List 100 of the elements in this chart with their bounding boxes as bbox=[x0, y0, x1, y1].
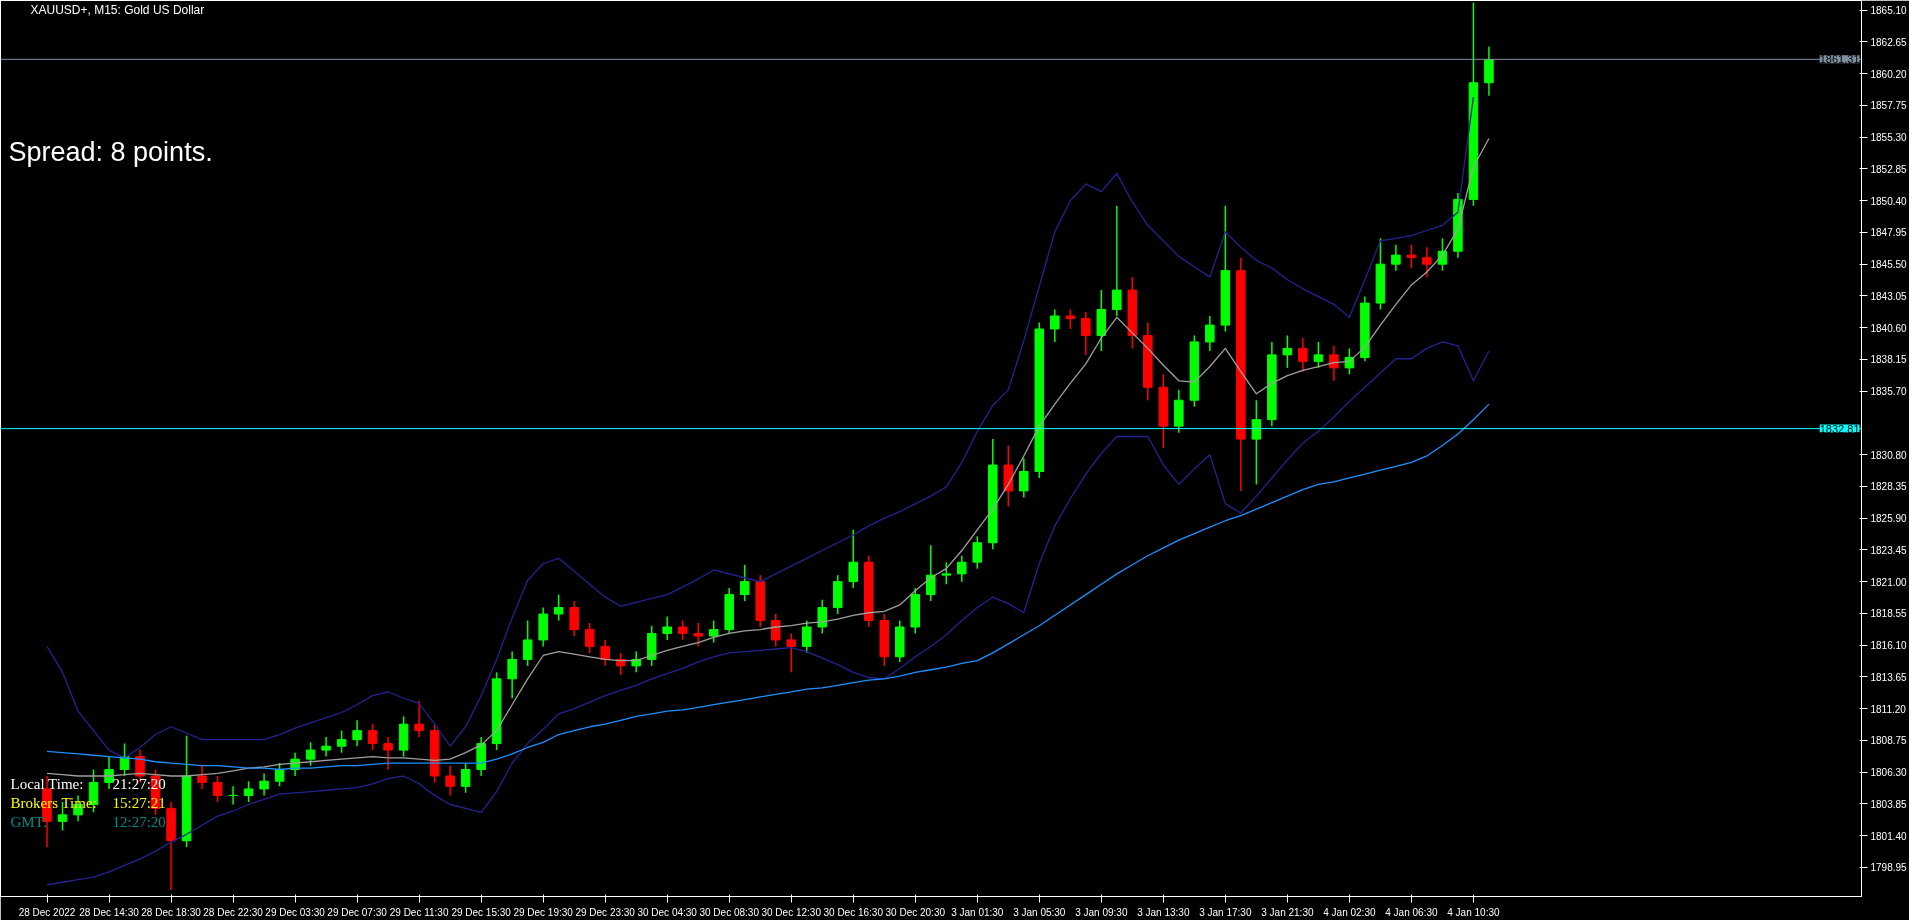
candlestick bbox=[522, 619, 533, 667]
candlestick bbox=[786, 632, 796, 674]
candlestick bbox=[584, 622, 595, 654]
candlestick bbox=[1112, 205, 1122, 317]
ref-line-label: 1832.81 bbox=[1819, 422, 1860, 435]
candlestick bbox=[1391, 244, 1401, 272]
y-tick-label: 1843.05 bbox=[1870, 290, 1908, 302]
x-tick-label: 28 Dec 14:30 bbox=[79, 906, 140, 918]
y-tick-label: 1821.00 bbox=[1870, 576, 1908, 588]
y-tick-label: 1857.75 bbox=[1870, 100, 1908, 112]
y-tick-label: 1828.35 bbox=[1870, 481, 1908, 493]
x-tick-label: 3 Jan 17:30 bbox=[1199, 906, 1252, 918]
x-tick-label: 30 Dec 16:30 bbox=[823, 906, 884, 918]
annotation: Spread: 8 points. bbox=[8, 136, 213, 167]
y-tick-label: 1860.20 bbox=[1870, 68, 1908, 80]
candlestick bbox=[1065, 308, 1076, 330]
candlestick bbox=[662, 615, 672, 641]
candlestick bbox=[848, 529, 859, 589]
x-tick-label: 3 Jan 21:30 bbox=[1261, 906, 1314, 918]
x-tick-label: 30 Dec 04:30 bbox=[637, 906, 698, 918]
candlestick bbox=[414, 700, 424, 738]
x-tick-label: 30 Dec 08:30 bbox=[699, 906, 760, 918]
annotation: Local Time: bbox=[10, 775, 84, 792]
y-tick-label: 1798.95 bbox=[1870, 862, 1908, 874]
candlestick bbox=[957, 554, 967, 583]
x-tick-label: 30 Dec 12:30 bbox=[761, 906, 822, 918]
candlestick bbox=[926, 544, 936, 602]
x-tick-label: 4 Jan 02:30 bbox=[1323, 906, 1376, 918]
candlestick bbox=[259, 772, 269, 797]
y-tick-label: 1835.70 bbox=[1870, 386, 1908, 398]
y-tick-label: 1862.65 bbox=[1870, 36, 1908, 48]
candlestick bbox=[274, 762, 285, 788]
candlestick bbox=[1329, 345, 1339, 382]
candlestick bbox=[817, 599, 827, 635]
candlestick bbox=[941, 561, 952, 585]
candlestick bbox=[383, 736, 393, 771]
candlestick bbox=[1484, 45, 1494, 97]
candlestick bbox=[677, 619, 688, 641]
y-tick-label: 1818.55 bbox=[1870, 608, 1908, 620]
y-tick-label: 1847.95 bbox=[1870, 227, 1908, 239]
ref-line-label: 1861.31 bbox=[1819, 53, 1860, 66]
x-tick-label: 29 Dec 11:30 bbox=[389, 906, 449, 918]
candlestick bbox=[1422, 246, 1432, 278]
candlestick bbox=[1298, 337, 1308, 373]
y-tick-label: 1806.30 bbox=[1870, 767, 1908, 779]
candlestick bbox=[336, 729, 347, 754]
x-tick-label: 3 Jan 05:30 bbox=[1013, 906, 1066, 918]
x-tick-label: 4 Jan 06:30 bbox=[1385, 906, 1438, 918]
chart-title: XAUUSD+, M15: Gold US Dollar bbox=[30, 2, 205, 17]
candlestick bbox=[693, 622, 703, 648]
candlestick bbox=[445, 764, 455, 797]
candlestick bbox=[212, 775, 223, 803]
candlestick bbox=[1081, 311, 1091, 356]
y-tick-label: 1865.10 bbox=[1870, 5, 1908, 17]
x-tick-label: 30 Dec 20:30 bbox=[885, 906, 946, 918]
x-tick-label: 29 Dec 15:30 bbox=[451, 906, 512, 918]
candlestick bbox=[1050, 308, 1060, 343]
candlestick bbox=[972, 535, 983, 570]
y-tick-label: 1801.40 bbox=[1870, 830, 1908, 842]
candlestick bbox=[243, 780, 254, 803]
x-tick-label: 4 Jan 10:30 bbox=[1447, 906, 1500, 918]
x-tick-label: 28 Dec 18:30 bbox=[141, 906, 202, 918]
y-tick-label: 1823.45 bbox=[1870, 544, 1908, 556]
candlestick bbox=[600, 639, 610, 667]
candlestick bbox=[1282, 334, 1293, 369]
candlestick bbox=[352, 719, 362, 747]
annotation: 12:27:20 bbox=[112, 813, 166, 830]
x-tick-label: 3 Jan 01:30 bbox=[951, 906, 1004, 918]
candlestick bbox=[801, 619, 812, 654]
candlestick bbox=[197, 764, 207, 790]
candlestick bbox=[321, 736, 331, 758]
y-tick-label: 1803.85 bbox=[1870, 798, 1908, 810]
y-tick-label: 1838.15 bbox=[1870, 354, 1908, 366]
y-tick-label: 1840.60 bbox=[1870, 322, 1908, 334]
candlestick bbox=[615, 652, 626, 676]
y-tick-label: 1813.65 bbox=[1870, 671, 1908, 683]
y-tick-label: 1811.20 bbox=[1870, 703, 1907, 715]
y-tick-label: 1855.30 bbox=[1870, 132, 1908, 144]
y-tick-label: 1830.80 bbox=[1870, 449, 1908, 461]
candlestick bbox=[1019, 457, 1029, 499]
annotation: GMT: bbox=[10, 813, 48, 830]
x-tick-label: 28 Dec 2022 bbox=[18, 906, 76, 918]
candlestick bbox=[367, 723, 378, 751]
y-tick-label: 1850.40 bbox=[1870, 195, 1908, 207]
candlestick bbox=[553, 593, 564, 622]
x-tick-label: 29 Dec 03:30 bbox=[265, 906, 326, 918]
candlestick bbox=[708, 619, 719, 644]
y-tick-label: 1808.75 bbox=[1870, 735, 1908, 747]
x-tick-label: 28 Dec 22:30 bbox=[203, 906, 264, 918]
candlestick bbox=[507, 650, 517, 699]
x-tick-label: 29 Dec 19:30 bbox=[513, 906, 574, 918]
x-tick-label: 3 Jan 13:30 bbox=[1137, 906, 1190, 918]
y-tick-label: 1852.85 bbox=[1870, 163, 1908, 175]
x-tick-label: 29 Dec 23:30 bbox=[575, 906, 636, 918]
y-tick-label: 1816.10 bbox=[1870, 640, 1908, 652]
candlestick bbox=[569, 600, 579, 637]
y-tick-label: 1845.50 bbox=[1870, 259, 1908, 271]
candlestick bbox=[1313, 341, 1324, 369]
y-tick-label: 1825.90 bbox=[1870, 513, 1908, 525]
candlestick bbox=[1251, 399, 1262, 486]
